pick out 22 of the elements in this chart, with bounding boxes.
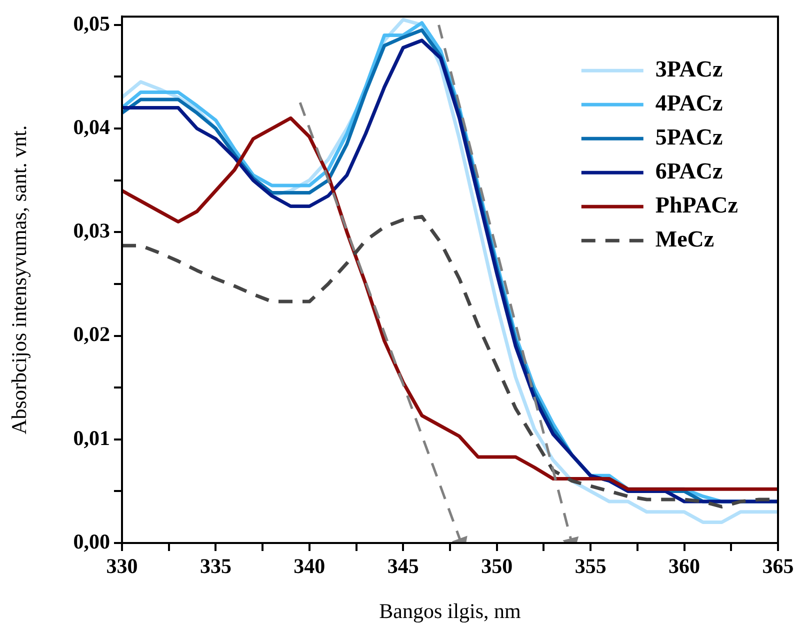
legend-label: 5PACz [655,124,723,150]
x-tick-label: 365 [762,554,794,578]
legend-label: MeCz [655,226,714,252]
x-tick-label: 340 [294,554,326,578]
y-tick-label: 0,02 [73,322,110,346]
x-axis-title: Bangos ilgis, nm [379,598,521,623]
legend-label: PhPACz [655,192,738,218]
y-axis-title: Absorbcijos intensyvumas, sant. vnt. [7,125,32,434]
x-tick-label: 330 [106,554,138,578]
y-tick-label: 0,04 [73,114,110,139]
y-tick-label: 0,03 [73,218,110,243]
legend-label: 3PACz [655,56,723,82]
x-tick-label: 335 [200,554,232,578]
x-tick-label: 345 [387,554,419,578]
legend-label: 6PACz [655,158,723,184]
x-tick-label: 360 [668,554,700,578]
x-tick-label: 350 [481,554,513,578]
y-tick-label: 0,01 [73,426,110,450]
x-tick-label: 355 [574,554,606,578]
y-tick-label: 0,00 [73,529,110,554]
legend-label: 4PACz [655,90,723,116]
y-tick-label: 0,05 [73,11,110,36]
